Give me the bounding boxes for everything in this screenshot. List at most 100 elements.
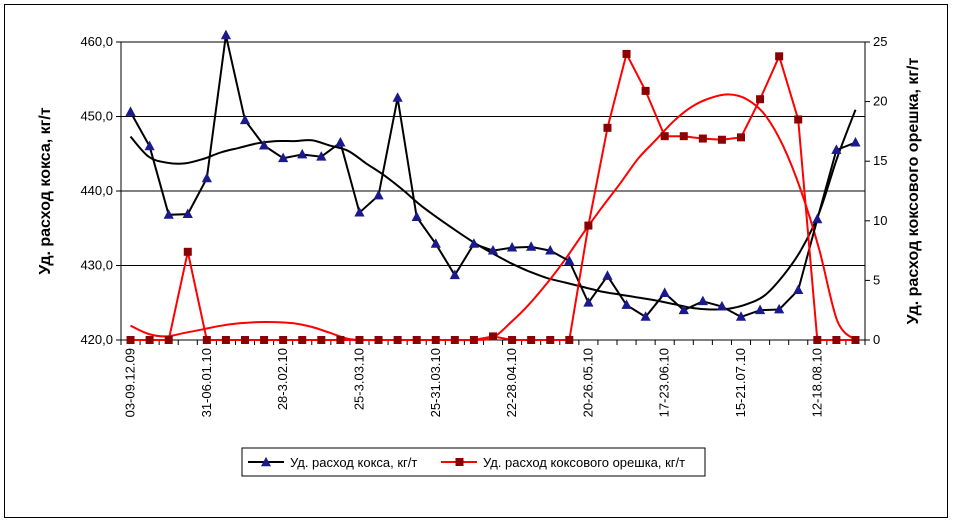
- point-coke: [506, 241, 518, 252]
- point-coke: [220, 29, 232, 40]
- point-nut-coke: [756, 95, 765, 104]
- x-tick-label: 28-3.02.10: [275, 348, 290, 410]
- point-nut-coke: [355, 336, 364, 344]
- point-nut-coke: [603, 123, 612, 132]
- x-tick-label: 12-18.08.10: [809, 348, 824, 417]
- grid: [121, 41, 865, 341]
- point-coke: [583, 297, 594, 307]
- point-nut-coke: [737, 133, 745, 142]
- point-nut-coke: [565, 336, 574, 344]
- point-coke: [621, 299, 632, 309]
- chart-frame: 420,0 430,0 440,0 450,0 460,0 0 5 10 15 20 25 03-09…: [4, 4, 948, 518]
- y-right-tick-label: 10: [873, 213, 887, 228]
- point-coke: [793, 284, 804, 294]
- point-coke: [812, 213, 823, 224]
- x-tick-label: 15-21.07.10: [733, 348, 748, 417]
- series-line-0: [129, 35, 856, 319]
- x-tick-label: 22-28.04.10: [504, 348, 519, 417]
- chart: 420,0 430,0 440,0 450,0 460,0 0 5 10 15 20 25 03-09…: [37, 29, 922, 477]
- point-coke: [335, 136, 346, 147]
- x-tick-label: 25-3.03.10: [351, 348, 366, 410]
- trendline-0: [129, 109, 857, 311]
- x-tick-label: 03-09.12.09: [123, 348, 138, 417]
- series-lines: [129, 35, 856, 341]
- point-coke: [697, 295, 708, 306]
- point-coke: [754, 304, 766, 315]
- point-coke: [526, 241, 537, 251]
- point-nut-coke: [794, 115, 803, 124]
- point-nut-coke: [221, 336, 230, 344]
- point-nut-coke: [317, 336, 326, 344]
- legend-marker-square-icon: [455, 458, 464, 466]
- point-coke: [774, 303, 785, 314]
- point-coke: [640, 311, 651, 321]
- point-nut-coke: [126, 336, 135, 344]
- point-nut-coke: [469, 336, 478, 344]
- point-nut-coke: [641, 86, 650, 95]
- point-nut-coke: [298, 336, 307, 344]
- point-nut-coke: [279, 336, 288, 344]
- point-nut-coke: [336, 336, 345, 344]
- point-nut-coke: [698, 134, 707, 143]
- y-right-tick-label: 20: [873, 94, 887, 109]
- point-coke: [449, 269, 460, 280]
- point-nut-coke: [374, 336, 383, 344]
- y-left-tick-label: 430,0: [80, 258, 113, 273]
- point-coke: [392, 92, 403, 102]
- point-nut-coke: [832, 336, 841, 344]
- point-nut-coke: [813, 336, 822, 344]
- point-nut-coke: [241, 336, 249, 344]
- point-coke: [487, 244, 499, 255]
- point-coke: [354, 206, 365, 217]
- point-coke: [411, 211, 422, 221]
- point-coke: [430, 238, 441, 248]
- y-right-tick-label: 15: [873, 153, 887, 168]
- point-coke: [144, 140, 155, 151]
- point-nut-coke: [775, 52, 784, 61]
- point-nut-coke: [164, 336, 173, 344]
- point-coke: [258, 139, 270, 150]
- point-nut-coke: [393, 336, 402, 344]
- point-coke: [468, 238, 480, 248]
- point-coke: [602, 270, 613, 280]
- point-nut-coke: [851, 336, 860, 344]
- point-coke: [735, 311, 747, 321]
- point-coke: [239, 114, 251, 125]
- point-nut-coke: [717, 135, 726, 144]
- point-nut-coke: [508, 336, 517, 344]
- point-nut-coke: [584, 221, 593, 230]
- point-nut-coke: [202, 336, 211, 344]
- point-coke: [125, 106, 136, 116]
- point-nut-coke: [660, 132, 669, 141]
- y-axis-right-label: Уд. расход коксового орешка, кг/т: [905, 58, 922, 325]
- point-nut-coke: [260, 336, 269, 344]
- point-nut-coke: [183, 247, 192, 256]
- axes: 420,0 430,0 440,0 450,0 460,0 0 5 10 15 20 25 03-09…: [80, 34, 887, 417]
- x-tick-label: 31-06.01.10: [199, 348, 214, 417]
- x-tick-label: 20-26.05.10: [580, 348, 595, 417]
- point-coke: [716, 300, 728, 311]
- point-coke: [678, 304, 689, 315]
- point-nut-coke: [489, 332, 497, 341]
- legend-marker-triangle-icon: [261, 456, 271, 467]
- y-right-tick-label: 0: [873, 332, 880, 347]
- trendlines: [129, 93, 857, 342]
- legend: Уд. расход кокса, кг/т Уд. расход коксов…: [241, 447, 706, 477]
- point-coke: [297, 148, 308, 159]
- point-coke: [182, 208, 193, 218]
- point-nut-coke: [622, 49, 631, 58]
- legend-label-coke: Уд. расход кокса, кг/т: [290, 455, 417, 470]
- point-coke: [278, 152, 289, 163]
- point-coke: [659, 287, 670, 297]
- point-nut-coke: [145, 336, 154, 344]
- point-nut-coke: [679, 132, 688, 141]
- point-coke: [163, 209, 174, 219]
- point-nut-coke: [431, 336, 440, 344]
- point-coke: [201, 172, 212, 183]
- y-right-tick-label: 25: [873, 34, 887, 49]
- point-coke: [850, 136, 861, 147]
- y-left-tick-label: 460,0: [80, 34, 113, 49]
- y-left-tick-label: 450,0: [80, 109, 113, 124]
- point-nut-coke: [546, 336, 555, 344]
- x-tick-label: 25-31.03.10: [428, 348, 443, 417]
